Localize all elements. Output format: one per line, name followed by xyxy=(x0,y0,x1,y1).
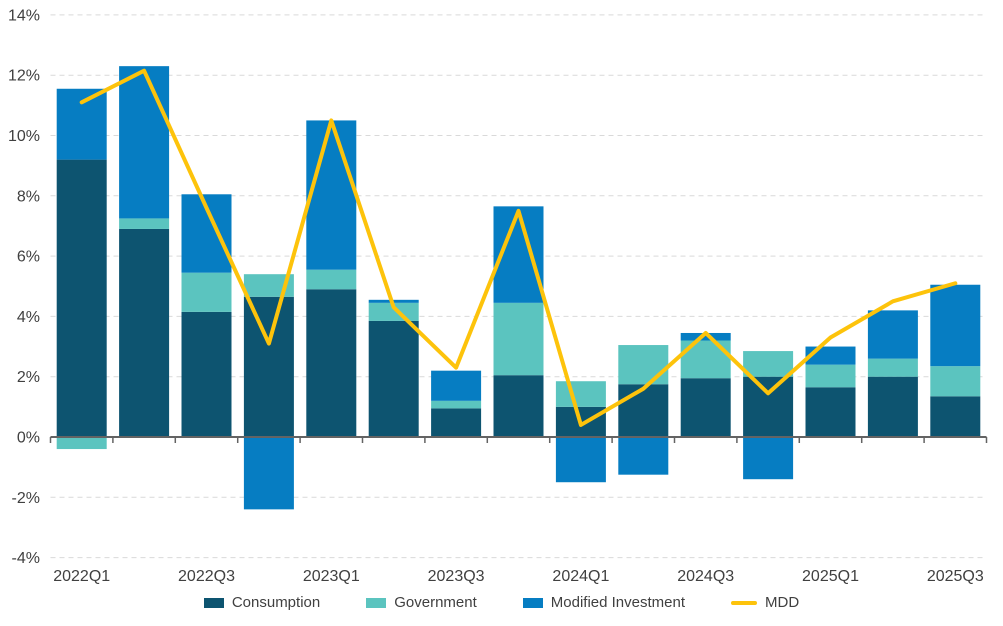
bar-segment-2024Q2-government xyxy=(618,345,669,385)
bar-segment-2024Q1-modified-investment xyxy=(555,437,606,483)
bar-segment-2025Q3-consumption xyxy=(930,396,981,437)
consumption-swatch-icon xyxy=(203,597,224,608)
bar-segment-2023Q4-consumption xyxy=(493,375,544,437)
bar-segment-2022Q4-government xyxy=(243,274,294,297)
x-axis-tick-label: 2022Q1 xyxy=(53,568,110,585)
bar-segment-2022Q3-consumption xyxy=(181,311,232,437)
y-axis-tick-label: 0% xyxy=(17,430,40,447)
bar-segment-2024Q3-consumption xyxy=(680,378,731,437)
y-axis-tick-label: -2% xyxy=(12,490,40,507)
bar-segment-2025Q2-modified-investment xyxy=(867,310,918,359)
legend-item-government: Government xyxy=(366,595,477,610)
legend-label-mdd: MDD xyxy=(765,594,800,611)
mdd-line-swatch-icon xyxy=(731,600,757,605)
mdd-line xyxy=(79,68,958,427)
y-axis-tick-label: 14% xyxy=(8,7,40,24)
bar-segment-2023Q1-consumption xyxy=(306,289,357,437)
bar-segment-2022Q1-government xyxy=(56,437,107,450)
y-axis-tick-label: -4% xyxy=(12,550,40,567)
x-axis-tick-label: 2025Q1 xyxy=(802,568,859,585)
bar-segment-2024Q4-modified-investment xyxy=(743,437,794,480)
bar-segment-2024Q4-consumption xyxy=(743,376,794,437)
bar-segment-2022Q2-government xyxy=(119,218,170,229)
legend: Consumption Government Modified Investme… xyxy=(0,595,1003,610)
bar-segment-2022Q4-modified-investment xyxy=(243,437,294,510)
bar-segment-2023Q3-government xyxy=(431,400,482,409)
legend-item-consumption: Consumption xyxy=(203,594,321,611)
legend-item-mdd: MDD xyxy=(731,595,799,610)
y-axis-tick-label: 6% xyxy=(17,249,40,266)
legend-item-modified-investment: Modified Investment xyxy=(522,594,685,611)
bar-segment-2024Q3-modified-investment xyxy=(680,332,731,341)
legend-label-consumption: Consumption xyxy=(231,594,321,611)
x-axis-tick-label: 2022Q3 xyxy=(178,568,235,585)
bar-segment-2025Q1-government xyxy=(805,364,856,388)
bar-segment-2025Q2-consumption xyxy=(867,376,918,437)
bar-segment-2025Q2-government xyxy=(867,358,918,377)
y-axis-tick-label: 12% xyxy=(8,68,40,85)
bar-segment-2025Q3-modified-investment xyxy=(930,284,981,367)
y-axis-tick-label: 4% xyxy=(17,309,40,326)
bar-segment-2024Q2-modified-investment xyxy=(618,437,669,475)
bar-segment-2022Q1-consumption xyxy=(56,159,107,437)
bar-segment-2022Q1-modified-investment xyxy=(56,88,107,160)
bar-segment-2023Q2-consumption xyxy=(368,320,419,437)
bar-segment-2024Q1-government xyxy=(555,381,606,407)
x-axis-tick-label: 2023Q3 xyxy=(428,568,485,585)
bar-segment-2022Q4-consumption xyxy=(243,296,294,437)
bar-segment-2023Q3-modified-investment xyxy=(431,370,482,401)
bar-segment-2022Q3-government xyxy=(181,272,232,312)
government-swatch-icon xyxy=(366,597,387,608)
modified-investment-swatch-icon xyxy=(522,597,543,608)
bar-segment-2023Q3-consumption xyxy=(431,408,482,437)
bar-segment-2023Q2-government xyxy=(368,302,419,321)
x-axis-tick-label: 2024Q3 xyxy=(677,568,734,585)
legend-label-government: Government xyxy=(394,594,477,611)
x-axis-tick-label: 2024Q1 xyxy=(552,568,609,585)
x-axis-tick-label: 2023Q1 xyxy=(303,568,360,585)
y-axis-tick-label: 8% xyxy=(17,188,40,205)
bar-segment-2023Q1-government xyxy=(306,269,357,290)
bar-segment-2025Q3-government xyxy=(930,366,981,397)
bar-segment-2024Q4-government xyxy=(743,351,794,377)
bar-segment-2022Q2-modified-investment xyxy=(119,66,170,219)
bar-segment-2022Q2-consumption xyxy=(119,228,170,437)
x-axis-tick-label: 2025Q3 xyxy=(927,568,984,585)
y-axis-tick-label: 2% xyxy=(17,369,40,386)
bar-segment-2025Q1-consumption xyxy=(805,387,856,437)
bar-segment-2023Q1-modified-investment xyxy=(306,120,357,270)
bar-segment-2023Q4-government xyxy=(493,302,544,376)
bar-segment-2024Q2-consumption xyxy=(618,384,669,437)
legend-label-modified-investment: Modified Investment xyxy=(550,594,685,611)
y-axis-tick-label: 10% xyxy=(8,128,40,145)
